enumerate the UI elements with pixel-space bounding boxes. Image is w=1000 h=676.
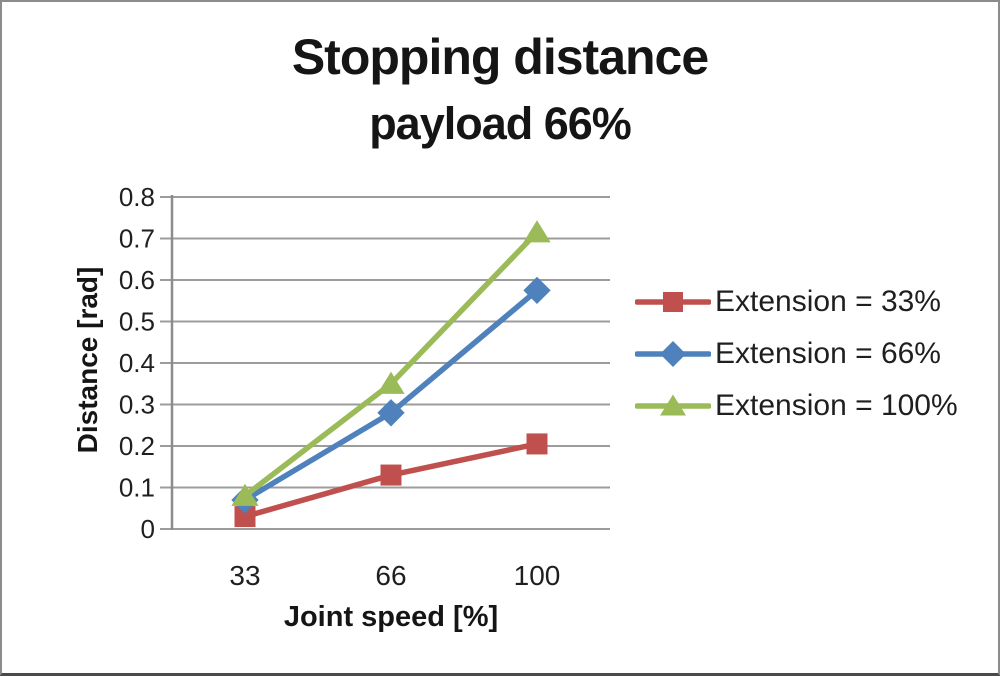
y-tick-label: 0.7 (119, 224, 155, 254)
x-tick-label: 33 (229, 560, 260, 591)
legend-marker-icon (635, 341, 711, 367)
marker-square (234, 506, 256, 528)
marker-triangle (660, 394, 686, 416)
series-line (242, 229, 540, 499)
y-tick-label: 0 (141, 514, 155, 544)
marker-diamond (377, 399, 405, 427)
legend-label: Extension = 33% (715, 285, 941, 318)
chart-subtitle: payload 66% (369, 98, 632, 149)
legend-item: Extension = 66% (635, 328, 958, 380)
legend-marker-icon (635, 292, 711, 312)
y-tick-label: 0.4 (119, 348, 155, 378)
x-axis-title: Joint speed [%] (283, 601, 499, 633)
marker-triangle (231, 483, 259, 506)
legend: Extension = 33% Extension = 66% Extension … (635, 276, 958, 432)
marker-square (380, 464, 402, 486)
x-tick-label: 66 (375, 560, 406, 591)
legend-marker-icon (635, 394, 711, 416)
legend-item: Extension = 100% (635, 380, 958, 432)
y-tick-label: 0.3 (119, 390, 155, 420)
marker-triangle (377, 371, 405, 394)
chart-title: Stopping distance (291, 29, 709, 85)
marker-triangle (523, 220, 551, 243)
marker-diamond (523, 276, 551, 305)
y-tick-label: 0.6 (119, 265, 155, 295)
legend-label: Extension = 100% (715, 389, 958, 422)
x-tick-label: 100 (514, 560, 561, 591)
marker-square (526, 433, 548, 455)
y-tick-label: 0.1 (119, 473, 155, 503)
y-axis-title: Distance [rad] (72, 266, 103, 454)
marker-square (663, 292, 683, 312)
legend-label: Extension = 66% (715, 337, 941, 370)
y-tick-label: 0.8 (119, 182, 155, 212)
y-tick-label: 0.5 (119, 307, 155, 337)
y-tick-label: 0.2 (119, 431, 155, 461)
marker-diamond (660, 341, 686, 367)
legend-item: Extension = 33% (635, 276, 958, 328)
